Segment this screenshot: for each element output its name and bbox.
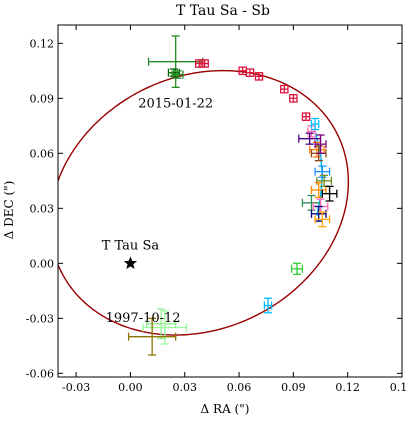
observation-point xyxy=(314,211,331,228)
observation-point xyxy=(200,59,209,68)
observation-point xyxy=(142,310,188,345)
chart-title: T Tau Sa - Sb xyxy=(176,3,270,19)
observation-point xyxy=(238,66,247,76)
x-axis: -0.03 0.00 0.03 0.06 0.09 0.12 0.15 xyxy=(62,25,407,394)
annotation-label: 1997-10-12 xyxy=(106,311,181,326)
x-tick-label: 0.15 xyxy=(390,381,407,394)
observation-point xyxy=(314,165,331,178)
x-tick-label: 0.06 xyxy=(227,381,252,394)
y-axis: -0.06 -0.03 0.00 0.03 0.06 0.09 0.12 xyxy=(26,37,402,380)
y-tick-label: -0.03 xyxy=(26,312,54,325)
observation-point xyxy=(127,317,177,356)
y-tick-label: 0.09 xyxy=(30,92,55,105)
y-tick-label: 0.12 xyxy=(30,37,55,50)
observation-point xyxy=(310,182,327,198)
observation-point xyxy=(321,185,338,202)
orbit-curve xyxy=(58,69,350,336)
observation-point xyxy=(310,117,320,131)
observation-point xyxy=(289,94,298,103)
x-tick-label: 0.12 xyxy=(335,381,360,394)
x-tick-label: 0.00 xyxy=(118,381,143,394)
y-tick-label: 0.06 xyxy=(30,147,55,160)
observation-point xyxy=(263,297,273,314)
annotation-label: T Tau Sa xyxy=(102,238,160,253)
observation-point xyxy=(316,174,333,187)
plot-frame xyxy=(57,24,403,378)
observation-point xyxy=(147,35,204,88)
annotation-label: 2015-01-22 xyxy=(138,97,213,112)
y-axis-label: Δ DEC (") xyxy=(2,181,16,240)
y-tick-label: -0.06 xyxy=(26,367,54,380)
plot-area xyxy=(58,35,350,356)
y-tick-label: 0.00 xyxy=(30,257,55,270)
observation-point xyxy=(254,72,264,81)
observation-point xyxy=(309,141,325,158)
observation-point xyxy=(171,70,184,79)
y-tick-label: 0.03 xyxy=(30,202,55,215)
observation-point xyxy=(245,68,255,77)
x-axis-label: Δ RA (") xyxy=(201,402,250,416)
observation-point xyxy=(290,262,304,275)
x-tick-label: 0.09 xyxy=(281,381,306,394)
x-tick-label: 0.03 xyxy=(172,381,197,394)
primary-star-marker xyxy=(123,256,138,269)
observation-point xyxy=(280,84,289,94)
observation-point xyxy=(314,134,327,154)
observation-point xyxy=(146,308,177,340)
x-tick-label: -0.03 xyxy=(62,381,90,394)
observation-point xyxy=(301,112,311,121)
